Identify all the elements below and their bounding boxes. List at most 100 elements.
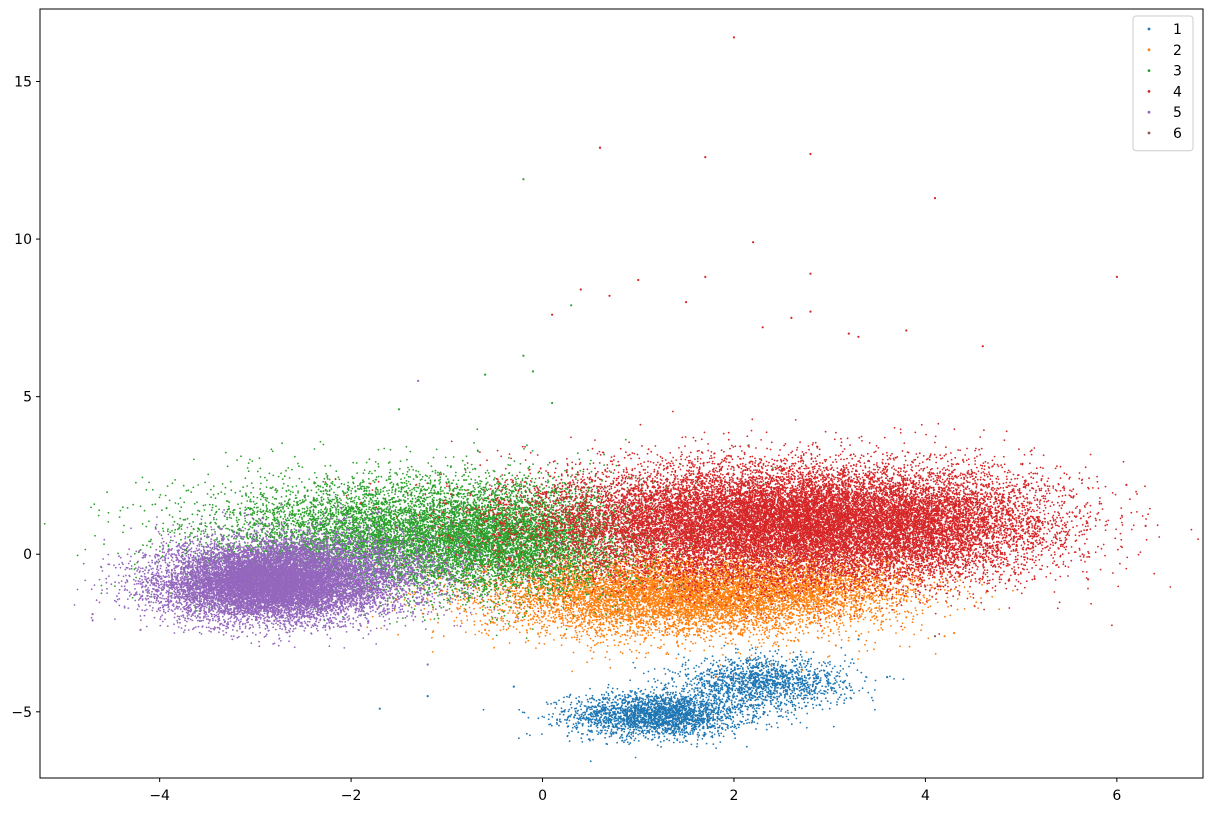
scatter-point bbox=[734, 737, 736, 739]
scatter-point bbox=[563, 714, 565, 716]
scatter-point bbox=[697, 739, 699, 741]
scatter-point bbox=[689, 700, 691, 702]
scatter-point bbox=[665, 710, 667, 712]
scatter-point bbox=[637, 734, 639, 736]
scatter-point bbox=[683, 685, 685, 687]
scatter-point bbox=[736, 707, 738, 709]
scatter-point bbox=[723, 736, 725, 738]
scatter-point bbox=[714, 719, 716, 721]
scatter-point bbox=[590, 719, 592, 721]
scatter-point bbox=[632, 662, 634, 664]
scatter-point bbox=[672, 717, 674, 719]
scatter-point bbox=[734, 696, 736, 698]
scatter-point bbox=[758, 718, 760, 720]
scatter-point bbox=[684, 701, 686, 703]
scatter-point bbox=[644, 715, 646, 717]
scatter-point bbox=[787, 683, 789, 685]
scatter-point bbox=[764, 685, 766, 687]
scatter-point bbox=[692, 733, 694, 735]
scatter-point bbox=[827, 681, 829, 683]
scatter-point bbox=[555, 617, 557, 619]
scatter-point bbox=[623, 717, 625, 719]
scatter-point bbox=[551, 725, 553, 727]
scatter-point bbox=[668, 740, 670, 742]
scatter-point bbox=[637, 703, 639, 705]
scatter-point bbox=[776, 687, 778, 689]
scatter-point bbox=[585, 695, 587, 697]
scatter-point bbox=[737, 703, 739, 705]
scatter-point bbox=[775, 707, 777, 709]
scatter-point bbox=[679, 671, 681, 673]
scatter-point bbox=[739, 720, 741, 722]
scatter-point bbox=[596, 700, 598, 702]
scatter-point bbox=[798, 694, 800, 696]
scatter-point bbox=[775, 676, 777, 678]
scatter-point bbox=[786, 674, 788, 676]
scatter-point bbox=[795, 698, 797, 700]
scatter-point bbox=[690, 694, 692, 696]
scatter-point bbox=[589, 709, 591, 711]
scatter-point bbox=[854, 612, 856, 614]
scatter-point bbox=[596, 709, 598, 711]
scatter-point bbox=[797, 678, 799, 680]
scatter-point bbox=[635, 738, 637, 740]
scatter-point bbox=[676, 707, 678, 709]
scatter-point bbox=[800, 695, 802, 697]
scatter-point bbox=[635, 706, 637, 708]
scatter-point bbox=[829, 674, 831, 676]
scatter-point bbox=[679, 675, 681, 677]
scatter-point bbox=[698, 707, 700, 709]
scatter-point bbox=[722, 679, 724, 681]
scatter-point bbox=[755, 657, 757, 659]
scatter-point bbox=[589, 706, 591, 708]
scatter-point bbox=[728, 706, 730, 708]
scatter-point bbox=[844, 660, 846, 662]
scatter-point bbox=[548, 724, 550, 726]
scatter-point bbox=[662, 699, 664, 701]
scatter-point bbox=[568, 709, 570, 711]
scatter-point bbox=[826, 665, 828, 667]
scatter-point bbox=[749, 674, 751, 676]
scatter-point bbox=[534, 612, 536, 614]
scatter-point bbox=[763, 675, 765, 677]
scatter-point bbox=[667, 716, 669, 718]
scatter-point bbox=[761, 698, 763, 700]
scatter-point bbox=[776, 692, 778, 694]
scatter-point bbox=[697, 732, 699, 734]
scatter-point bbox=[588, 718, 590, 720]
scatter-point bbox=[609, 718, 611, 720]
scatter-point bbox=[574, 726, 576, 728]
scatter-point bbox=[850, 662, 852, 664]
scatter-point bbox=[640, 690, 642, 692]
scatter-point bbox=[774, 671, 776, 673]
scatter-point bbox=[800, 686, 802, 688]
scatter-point bbox=[640, 726, 642, 728]
scatter-point bbox=[713, 719, 715, 721]
scatter-point bbox=[807, 698, 809, 700]
scatter-point bbox=[548, 714, 550, 716]
scatter-point bbox=[714, 670, 716, 672]
scatter-point bbox=[626, 713, 628, 715]
scatter-point bbox=[663, 740, 665, 742]
scatter-point bbox=[722, 665, 724, 667]
scatter-point bbox=[638, 740, 640, 742]
scatter-point bbox=[797, 669, 799, 671]
scatter-point bbox=[770, 686, 772, 688]
scatter-point bbox=[808, 658, 810, 660]
scatter-point bbox=[651, 702, 653, 704]
scatter-point bbox=[805, 680, 807, 682]
scatter-point bbox=[817, 698, 819, 700]
scatter-point bbox=[746, 746, 748, 748]
scatter-point bbox=[669, 698, 671, 700]
scatter-point bbox=[626, 739, 628, 741]
scatter-point bbox=[683, 723, 685, 725]
scatter-point bbox=[667, 691, 669, 693]
scatter-point bbox=[713, 711, 715, 713]
scatter-point bbox=[667, 669, 669, 671]
scatter-point bbox=[851, 689, 853, 691]
scatter-point bbox=[769, 672, 771, 674]
scatter-point bbox=[770, 660, 772, 662]
scatter-point bbox=[582, 723, 584, 725]
scatter-point bbox=[598, 732, 600, 734]
